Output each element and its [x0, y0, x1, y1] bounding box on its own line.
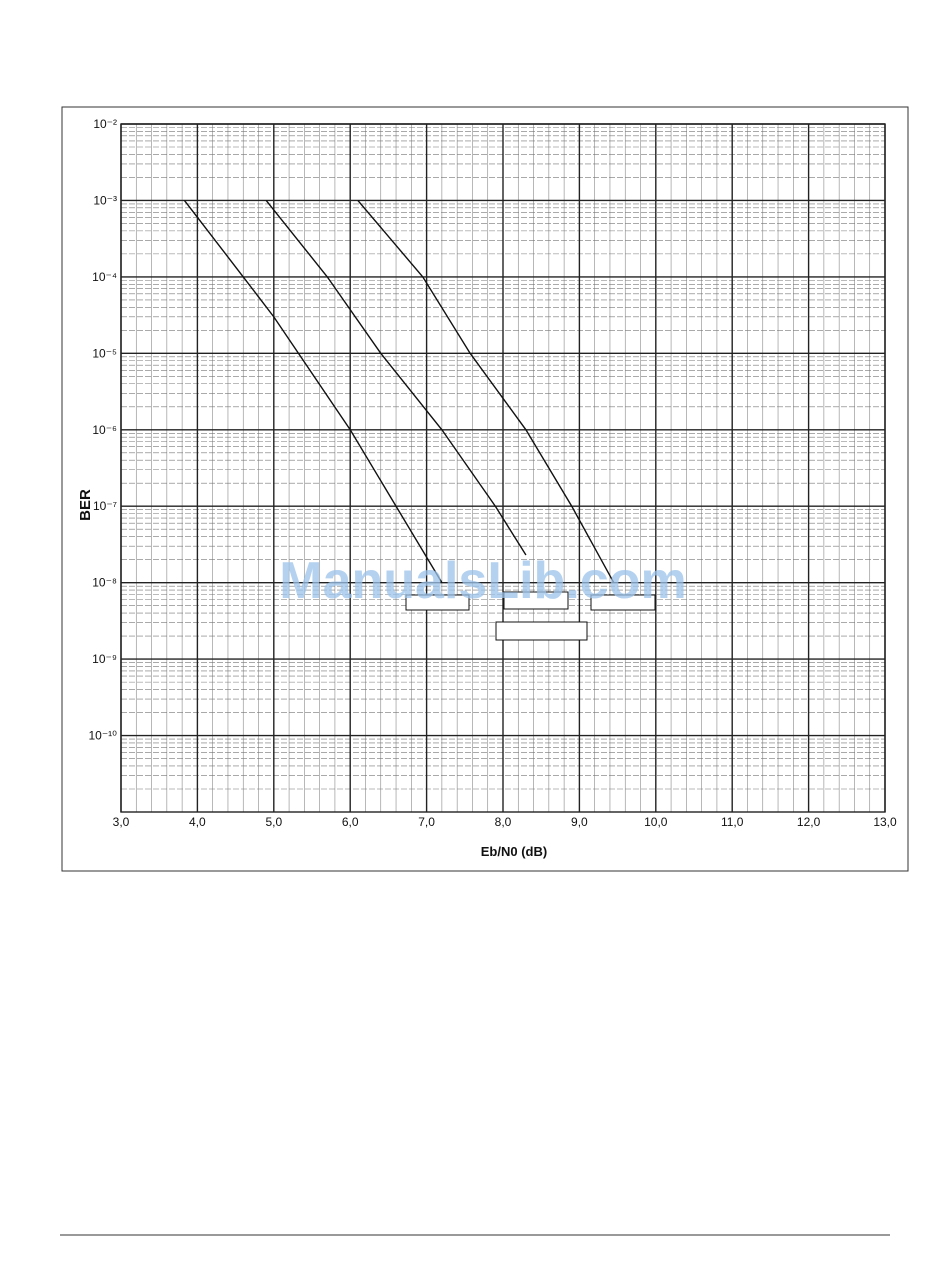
y-tick-label: 10⁻⁶	[92, 423, 117, 437]
x-tick-label: 9,0	[571, 815, 588, 829]
x-tick-label: 13,0	[873, 815, 897, 829]
series-line	[183, 200, 443, 584]
series-line	[357, 199, 615, 584]
x-tick-label: 6,0	[342, 815, 359, 829]
label-box	[590, 594, 656, 611]
y-axis-label: BER	[77, 489, 94, 521]
y-tick-label: 10⁻⁵	[92, 346, 117, 360]
series-line	[265, 200, 527, 556]
plot-border	[120, 123, 886, 813]
label-boxes	[405, 591, 656, 641]
y-tick-label: 10⁻³	[93, 193, 117, 207]
x-tick-label: 12,0	[797, 815, 821, 829]
y-tick-label: 10⁻⁷	[93, 499, 117, 513]
watermark: ManualsLib.com	[279, 552, 686, 610]
x-tick-label: 5,0	[265, 815, 282, 829]
label-box	[405, 594, 470, 611]
x-tick-label: 3,0	[113, 815, 130, 829]
x-tick-label: 8,0	[495, 815, 512, 829]
x-tick-label: 10,0	[644, 815, 668, 829]
grid: 3,0 4,0 5,0 6,0 7,0 8,0 9,0 10,0 11,0 12,0 13,0 10⁻…	[89, 117, 898, 829]
y-tick-label: 10⁻⁹	[92, 652, 117, 666]
marks	[183, 199, 615, 584]
x-tick-label: 4,0	[189, 815, 206, 829]
y-tick-label: 10⁻⁸	[92, 576, 117, 590]
label-box	[495, 621, 588, 641]
label-box	[503, 591, 569, 610]
x-axis-label: Eb/N0 (dB)	[481, 844, 547, 859]
x-tick-label: 7,0	[418, 815, 435, 829]
chart-frame	[61, 106, 909, 872]
y-tick-label: 10⁻¹⁰	[89, 729, 118, 743]
x-tick-label: 11,0	[721, 815, 744, 829]
y-tick-label: 10⁻²	[93, 117, 117, 131]
y-tick-label: 10⁻⁴	[92, 270, 117, 284]
